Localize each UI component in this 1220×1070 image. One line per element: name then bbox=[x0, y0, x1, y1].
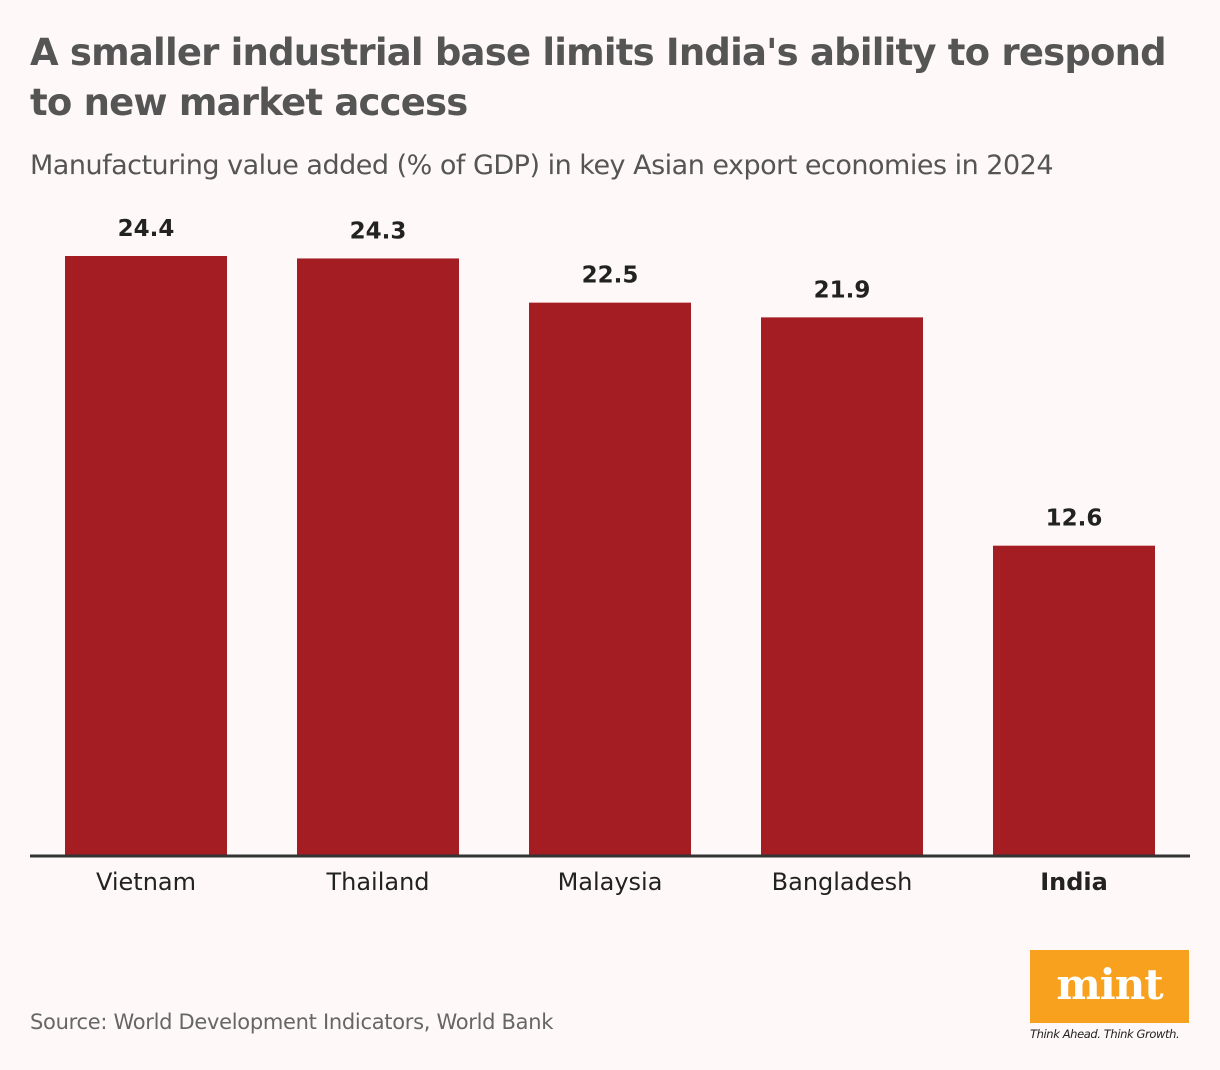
bar-malaysia bbox=[529, 302, 691, 855]
bar-bangladesh bbox=[761, 317, 923, 856]
logo-wordmark: mint bbox=[1030, 950, 1189, 1023]
bar-vietnam bbox=[65, 256, 227, 855]
x-tick-label: Bangladesh bbox=[772, 868, 913, 896]
data-label: 24.3 bbox=[350, 218, 407, 244]
data-label: 22.5 bbox=[582, 263, 639, 289]
x-tick-label: Vietnam bbox=[96, 868, 196, 896]
bar-india bbox=[993, 545, 1155, 855]
data-label: 21.9 bbox=[814, 277, 871, 303]
bar-thailand bbox=[297, 258, 459, 855]
mint-logo: mint Think Ahead. Think Growth. bbox=[1030, 950, 1190, 1041]
x-tick-label: Malaysia bbox=[558, 868, 663, 896]
x-tick-label: Thailand bbox=[325, 868, 429, 896]
bar-chart: 24.4 Vietnam 24.3 Thailand 22.5 Malaysia 21.9 B… bbox=[30, 216, 1190, 896]
data-label: 24.4 bbox=[118, 216, 175, 242]
chart-title: A smaller industrial base limits India's… bbox=[30, 31, 1167, 124]
data-label: 12.6 bbox=[1046, 506, 1103, 532]
source-note: Source: World Development Indicators, Wo… bbox=[30, 1010, 554, 1034]
logo-tagline: Think Ahead. Think Growth. bbox=[1030, 1027, 1180, 1041]
chart-subtitle: Manufacturing value added (% of GDP) in … bbox=[30, 150, 1054, 181]
x-tick-label: India bbox=[1040, 868, 1108, 896]
